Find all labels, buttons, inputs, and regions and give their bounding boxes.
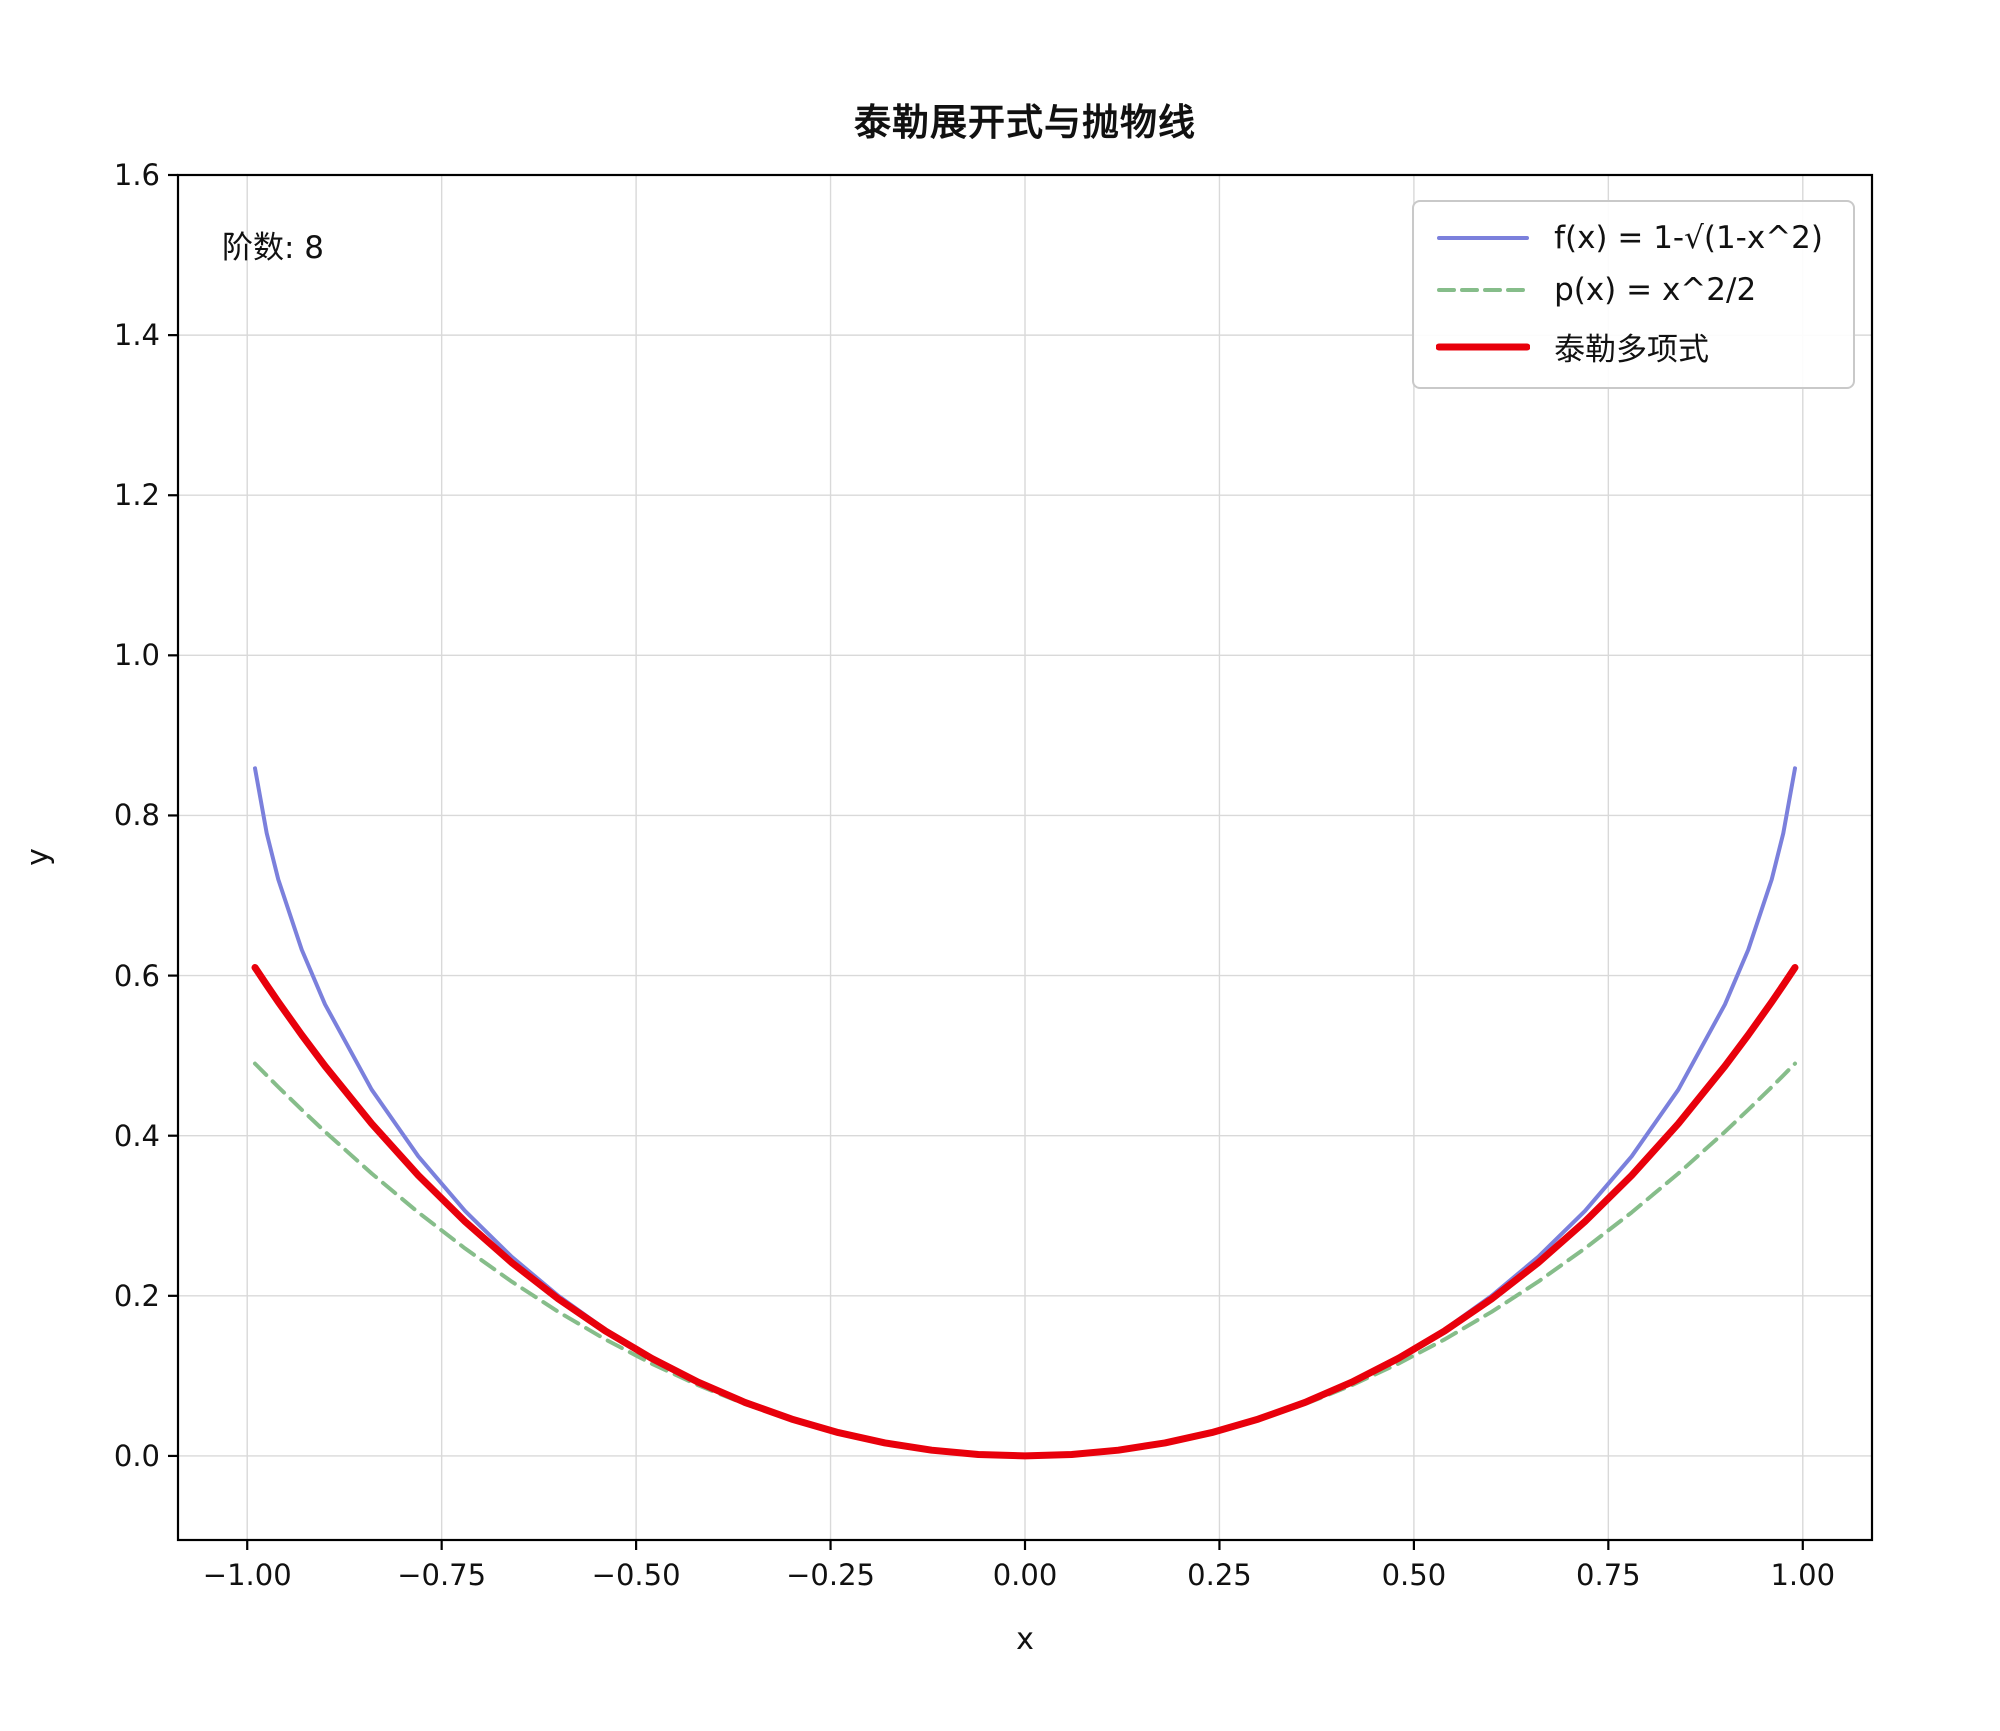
y-tick-label: 1.4 (113, 318, 160, 353)
legend-item-f: f(x) = 1-√(1-x^2) (1436, 220, 1823, 256)
y-tick-label: 0.6 (113, 958, 160, 993)
x-tick-label: 0.50 (1381, 1558, 1447, 1592)
x-tick-label: −0.75 (397, 1558, 487, 1592)
legend-line-sample-taylor (1436, 343, 1531, 350)
legend: f(x) = 1-√(1-x^2) p(x) = x^2/2 泰勒多项式 (1412, 200, 1855, 389)
y-tick-label: 0.4 (113, 1118, 160, 1153)
legend-label-taylor: 泰勒多项式 (1554, 332, 1710, 368)
y-tick-label: 0.8 (113, 798, 160, 833)
x-tick-label: 1.00 (1770, 1558, 1836, 1592)
x-tick-label: 0.25 (1187, 1558, 1252, 1592)
legend-line-sample-f (1437, 236, 1530, 240)
x-tick-label: −0.50 (591, 1558, 681, 1592)
x-tick-label: 0.75 (1576, 1558, 1641, 1592)
legend-item-taylor: 泰勒多项式 (1436, 324, 1823, 369)
x-tick-label: −1.00 (202, 1558, 292, 1592)
legend-label-f: f(x) = 1-√(1-x^2) (1554, 220, 1823, 256)
chart-title: 泰勒展开式与抛物线 (854, 101, 1196, 144)
y-axis-label: y (20, 848, 56, 866)
y-tick-label: 0.2 (113, 1278, 160, 1313)
taylor-curve (251, 964, 1799, 1460)
x-tick-label: −0.25 (786, 1558, 875, 1592)
y-tick-label: 1.6 (113, 158, 160, 192)
y-tick-label: 1.2 (113, 478, 160, 513)
legend-label-p: p(x) = x^2/2 (1554, 272, 1757, 308)
legend-item-p: p(x) = x^2/2 (1436, 272, 1823, 308)
order-annotation: 阶数: 8 (222, 230, 325, 266)
x-axis-label: x (1016, 1622, 1034, 1657)
y-tick-label: 0.0 (113, 1438, 160, 1473)
y-tick-label: 1.0 (113, 638, 160, 673)
legend-line-sample-p (1437, 288, 1530, 292)
x-tick-label: 0.00 (992, 1558, 1058, 1592)
